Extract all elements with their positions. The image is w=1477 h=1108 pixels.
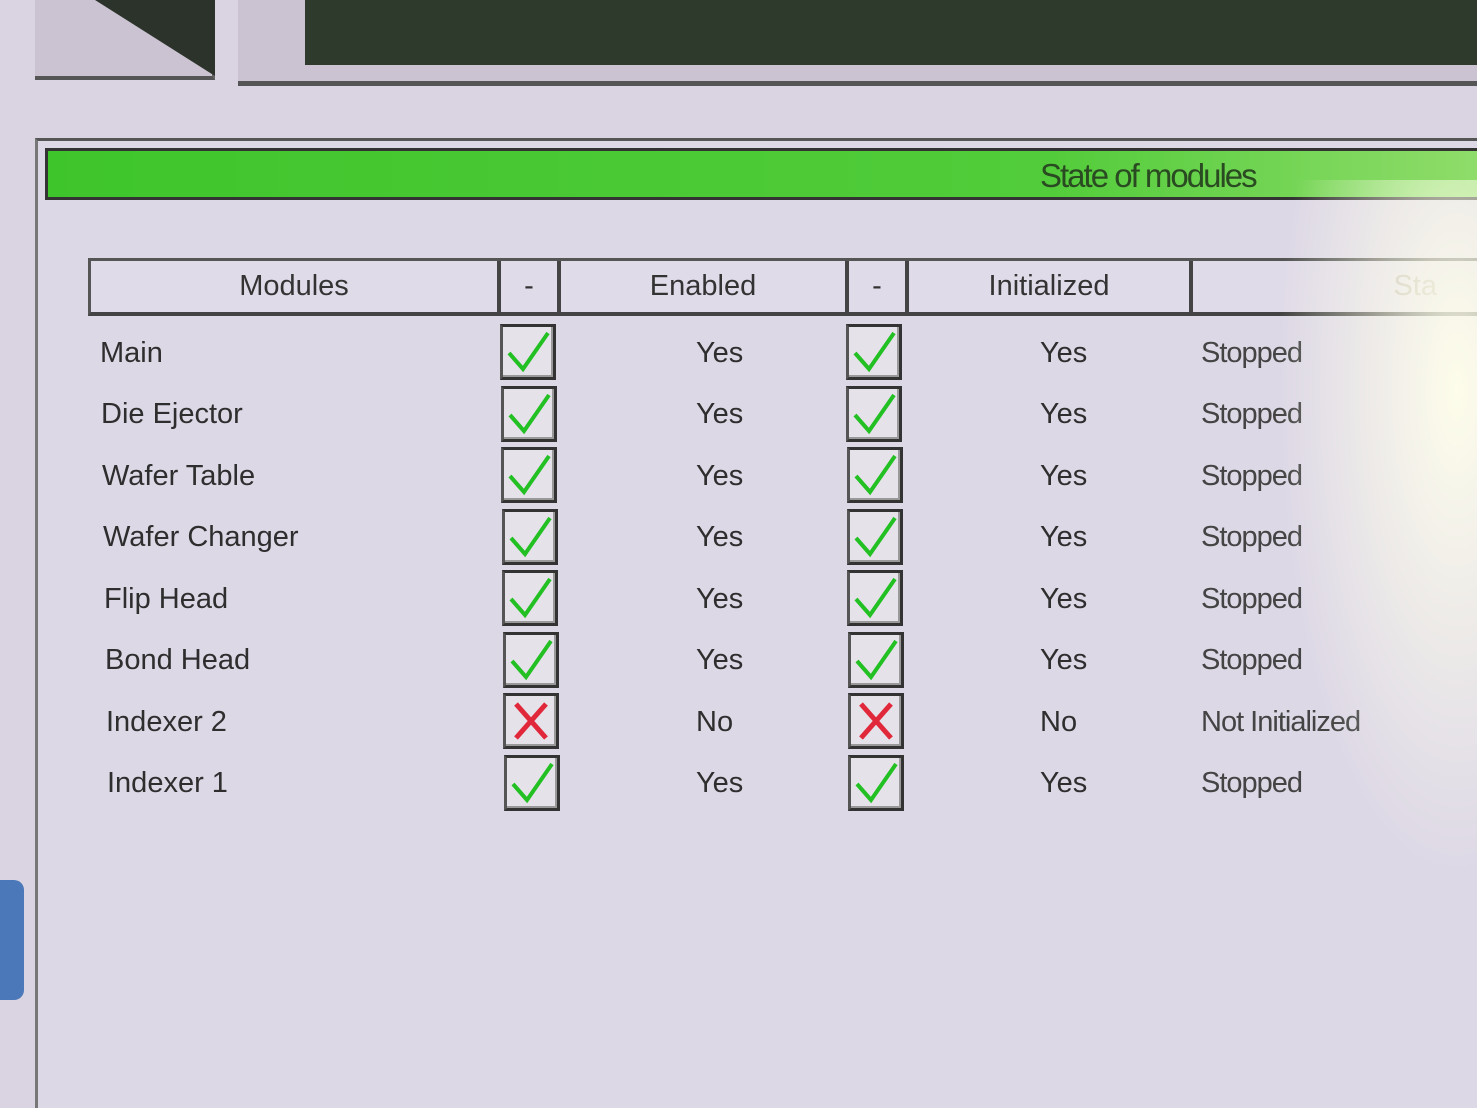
enabled-value: Yes bbox=[696, 582, 744, 615]
state-value: Stopped bbox=[1201, 582, 1303, 615]
check-icon bbox=[504, 393, 554, 443]
initialized-checkbox[interactable] bbox=[846, 508, 903, 566]
check-icon bbox=[505, 577, 555, 627]
enabled-value: Yes bbox=[696, 336, 744, 369]
triangle-icon bbox=[95, 0, 215, 76]
enabled-checkbox[interactable] bbox=[500, 385, 557, 443]
module-name: Wafer Changer bbox=[103, 521, 299, 553]
initialized-checkbox[interactable] bbox=[847, 631, 904, 689]
module-name: Indexer 1 bbox=[107, 767, 228, 799]
state-value: Stopped bbox=[1201, 398, 1303, 430]
check-icon bbox=[851, 639, 901, 689]
initialized-checkbox[interactable] bbox=[848, 754, 905, 812]
check-icon bbox=[504, 454, 554, 504]
enabled-checkbox[interactable] bbox=[501, 508, 558, 566]
initialized-value: Yes bbox=[1040, 459, 1088, 492]
module-name: Main bbox=[100, 336, 163, 369]
initialized-checkbox[interactable] bbox=[846, 324, 902, 380]
enabled-value: Yes bbox=[696, 767, 744, 799]
header-modules[interactable]: Modules bbox=[91, 261, 501, 312]
state-value: Stopped bbox=[1201, 459, 1303, 492]
check-icon bbox=[849, 331, 899, 381]
initialized-value: No bbox=[1040, 705, 1078, 738]
state-value: Not Initialized bbox=[1201, 705, 1361, 738]
check-icon bbox=[850, 577, 900, 627]
top-display bbox=[305, 0, 1477, 65]
check-icon bbox=[506, 639, 556, 689]
module-name: Wafer Table bbox=[102, 459, 256, 492]
enabled-checkbox[interactable] bbox=[502, 570, 558, 626]
panel-title: State of modules bbox=[1040, 157, 1258, 194]
initialized-value: Yes bbox=[1040, 644, 1088, 676]
header-state[interactable]: Sta bbox=[1393, 270, 1437, 302]
enabled-checkbox[interactable] bbox=[501, 447, 557, 503]
table-row[interactable]: Main Yes Yes Stopped bbox=[88, 322, 1477, 384]
initialized-checkbox[interactable] bbox=[847, 693, 904, 750]
header-init-toggle[interactable]: - bbox=[849, 261, 909, 312]
initialized-value: Yes bbox=[1040, 398, 1088, 430]
initialized-value: Yes bbox=[1040, 767, 1088, 799]
initialized-checkbox[interactable] bbox=[847, 570, 904, 627]
table-header: Modules - Enabled - Initialized Sta bbox=[88, 258, 1477, 316]
table-row[interactable]: Die Ejector Yes Yes Stopped bbox=[88, 384, 1477, 446]
check-icon bbox=[851, 762, 901, 812]
check-icon bbox=[507, 762, 557, 812]
cross-icon bbox=[506, 702, 556, 750]
module-name: Indexer 2 bbox=[106, 705, 227, 738]
header-initialized[interactable]: Initialized bbox=[909, 261, 1193, 312]
table-row[interactable]: Indexer 2 No No Not Initialized bbox=[88, 691, 1477, 753]
initialized-checkbox[interactable] bbox=[846, 447, 903, 504]
cross-icon bbox=[851, 702, 901, 750]
enabled-value: No bbox=[696, 705, 734, 738]
panel-title-bar: State of modules bbox=[45, 148, 1477, 200]
header-enabled-toggle[interactable]: - bbox=[501, 261, 561, 312]
enabled-checkbox[interactable] bbox=[502, 631, 559, 689]
state-value: Stopped bbox=[1201, 521, 1303, 553]
check-icon bbox=[849, 393, 899, 443]
table-row[interactable]: Wafer Changer Yes Yes Stopped bbox=[88, 507, 1477, 569]
enabled-checkbox[interactable] bbox=[500, 324, 556, 380]
module-name: Flip Head bbox=[104, 582, 229, 615]
left-edge-tab bbox=[0, 880, 24, 1000]
check-icon bbox=[850, 454, 900, 504]
module-name: Bond Head bbox=[105, 644, 251, 676]
state-value: Stopped bbox=[1201, 767, 1303, 799]
module-name: Die Ejector bbox=[101, 398, 243, 430]
table-row[interactable]: Wafer Table Yes Yes Stopped bbox=[88, 445, 1477, 507]
check-icon bbox=[850, 516, 900, 566]
initialized-value: Yes bbox=[1040, 521, 1088, 553]
enabled-value: Yes bbox=[696, 521, 744, 553]
state-value: Stopped bbox=[1201, 644, 1303, 676]
check-icon bbox=[505, 516, 555, 566]
initialized-value: Yes bbox=[1040, 582, 1088, 615]
table-row[interactable]: Indexer 1 Yes Yes Stopped bbox=[88, 753, 1477, 815]
enabled-checkbox[interactable] bbox=[503, 693, 559, 749]
table-row[interactable]: Flip Head Yes Yes Stopped bbox=[88, 568, 1477, 630]
initialized-value: Yes bbox=[1040, 336, 1088, 369]
check-icon bbox=[503, 331, 553, 381]
enabled-checkbox[interactable] bbox=[503, 754, 560, 812]
enabled-value: Yes bbox=[696, 644, 744, 676]
initialized-checkbox[interactable] bbox=[846, 385, 903, 443]
enabled-value: Yes bbox=[696, 459, 744, 492]
top-left-button[interactable] bbox=[35, 0, 215, 80]
header-enabled[interactable]: Enabled bbox=[561, 261, 849, 312]
enabled-value: Yes bbox=[696, 398, 744, 430]
table-row[interactable]: Bond Head Yes Yes Stopped bbox=[88, 630, 1477, 692]
state-value: Stopped bbox=[1201, 336, 1303, 369]
